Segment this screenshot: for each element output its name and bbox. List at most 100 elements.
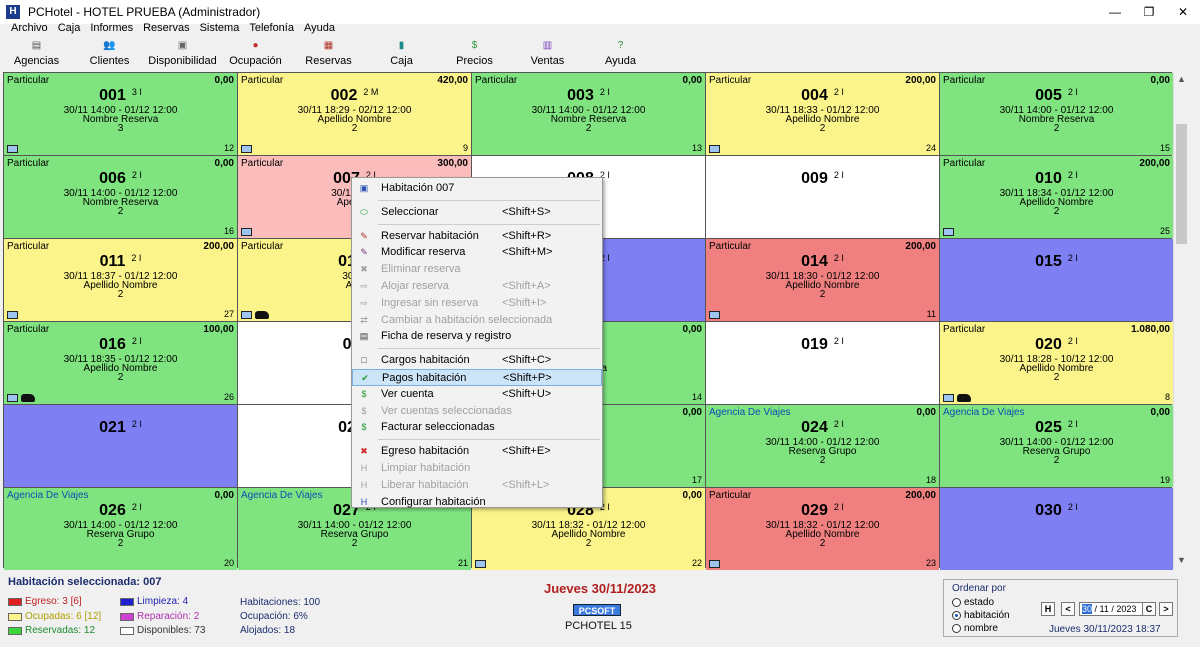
room-guest-type: Particular <box>475 75 518 86</box>
context-menu-item[interactable]: □ Cargos habitación <Shift+C> <box>352 352 602 369</box>
room-dates: 30/11 14:00 - 01/12 12:00 <box>63 105 178 116</box>
bed-icon <box>241 228 252 236</box>
room-guest-name: Apellido Nombre <box>785 529 860 540</box>
sort-radio-2[interactable]: nombre <box>952 623 998 634</box>
room-tile[interactable]: Agencia De Viajes 0,00 024 2 I 30/11 14:00 -… <box>706 405 939 487</box>
room-context-menu: ▣ Habitación 007 ⬭ Seleccionar <Shift+S> ✎ Res… <box>351 177 603 508</box>
toolbar-button-0[interactable]: ▤ Agencias <box>0 38 73 70</box>
toolbar-button-2[interactable]: ▣ Disponibilidad <box>146 38 219 70</box>
context-menu-item[interactable]: ▣ Habitación 007 <box>352 180 602 197</box>
room-tile[interactable]: 019 2 I <box>706 322 939 404</box>
room-tile[interactable]: 009 2 I <box>706 156 939 238</box>
room-amount: 0,00 <box>214 75 234 86</box>
legend-item: Ocupadas: 6 [12] <box>8 611 101 622</box>
prev-date-button[interactable]: < <box>1061 602 1075 616</box>
room-tile[interactable]: Particular 0,00 005 2 I 30/11 14:00 - 01/12 … <box>940 73 1173 155</box>
legend-item: Egreso: 3 [6] <box>8 596 82 607</box>
room-tile[interactable]: Particular 200,00 010 2 I 30/11 18:34 - 01/1… <box>940 156 1173 238</box>
room-status-icons <box>7 311 18 319</box>
configure-room-icon: H <box>360 496 368 507</box>
room-tile[interactable]: Particular 200,00 004 2 I 30/11 18:33 - 01/1… <box>706 73 939 155</box>
menu-0[interactable]: Archivo <box>11 22 48 34</box>
toolbar-button-1[interactable]: 👥 Clientes <box>73 38 146 70</box>
room-tile[interactable]: Particular 0,00 003 2 I 30/11 14:00 - 01/12 … <box>472 73 705 155</box>
room-tile[interactable]: Particular 1.080,00 020 2 I 30/11 18:28 - 10… <box>940 322 1173 404</box>
room-tile[interactable]: Particular 100,00 016 2 I 30/11 18:35 - 01/1… <box>4 322 237 404</box>
scrollbar-thumb[interactable] <box>1176 124 1187 244</box>
current-date-banner: Jueves 30/11/2023 <box>543 581 657 596</box>
toolbar-button-3[interactable]: ● Ocupación <box>219 38 292 70</box>
sort-radio-0[interactable]: estado <box>952 597 994 608</box>
menu-6[interactable]: Ayuda <box>303 22 335 34</box>
room-guest-count: 2 <box>351 123 358 134</box>
room-guest-name: Apellido Nombre <box>785 114 860 125</box>
room-dates: 30/11 14:00 - 01/12 12:00 <box>765 437 880 448</box>
room-tile[interactable]: Particular 200,00 014 2 I 30/11 18:30 - 01/1… <box>706 239 939 321</box>
context-menu-shortcut: <Shift+U> <box>502 387 552 400</box>
status-panel: Habitación seleccionada: 007 Egreso: 3 [… <box>0 570 1200 647</box>
room-number-text: 011 <box>99 253 126 270</box>
menu-5[interactable]: Telefonía <box>249 22 294 34</box>
room-tile[interactable]: 015 2 I <box>940 239 1173 321</box>
room-guest-name: Nombre Reserva <box>550 114 627 125</box>
toolbar-button-6[interactable]: $ Precios <box>438 38 511 70</box>
context-menu-item: H Liberar habitación <Shift+L> <box>352 477 602 494</box>
bed-icon <box>7 145 18 153</box>
date-day-selection[interactable]: 30 <box>1082 604 1093 614</box>
context-menu-item[interactable]: H Configurar habitación <box>352 494 602 511</box>
minimize-button[interactable]: — <box>1109 5 1121 19</box>
scroll-up-arrow-icon[interactable]: ▲ <box>1177 74 1186 84</box>
today-button[interactable]: H <box>1041 602 1055 616</box>
room-beds: 2 I <box>599 87 610 97</box>
menu-3[interactable]: Reservas <box>143 22 190 34</box>
room-tile[interactable]: Particular 0,00 006 2 I 30/11 14:00 - 01/12 … <box>4 156 237 238</box>
room-guest-name: Apellido Nombre <box>1019 197 1094 208</box>
room-guest-type: Particular <box>7 324 50 335</box>
lodge-icon: ⇨ <box>360 280 368 291</box>
sort-radio-1[interactable]: habitación <box>952 610 1010 621</box>
calendar-button[interactable]: C <box>1142 602 1156 616</box>
toolbar-button-4[interactable]: ▦ Reservas <box>292 38 365 70</box>
context-menu-item[interactable]: ✎ Modificar reserva <Shift+M> <box>352 244 602 261</box>
context-menu-item[interactable]: $ Facturar seleccionadas <box>352 419 602 436</box>
room-number-text: 015 <box>1035 253 1062 270</box>
scroll-down-arrow-icon[interactable]: ▼ <box>1177 555 1186 565</box>
room-beds: 2 I <box>131 502 142 512</box>
menu-2[interactable]: Informes <box>90 22 134 34</box>
room-number: 003 2 I <box>472 87 705 105</box>
room-tile[interactable]: Agencia De Viajes 0,00 025 2 I 30/11 14:00 -… <box>940 405 1173 487</box>
current-datetime: Jueves 30/11/2023 18:37 <box>1049 624 1161 635</box>
room-beds: 2 I <box>833 253 844 263</box>
context-menu-item[interactable]: $ Ver cuenta <Shift+U> <box>352 386 602 403</box>
date-field[interactable]: 30 / 11 / 2023 <box>1079 602 1147 616</box>
room-tile[interactable]: Particular 200,00 029 2 I 30/11 18:32 - 01/1… <box>706 488 939 570</box>
context-menu-item[interactable]: ⬭ Seleccionar <Shift+S> <box>352 204 602 221</box>
room-tile[interactable]: 030 2 I <box>940 488 1173 570</box>
next-date-button[interactable]: > <box>1159 602 1173 616</box>
toolbar-button-7[interactable]: ▥ Ventas <box>511 38 584 70</box>
context-menu-item[interactable]: ▤ Ficha de reserva y registro <box>352 328 602 345</box>
room-tile[interactable]: Particular 420,00 002 2 M 30/11 18:29 - 02/1… <box>238 73 471 155</box>
close-button[interactable]: ✕ <box>1177 5 1189 19</box>
radio-button-icon[interactable] <box>952 611 961 620</box>
room-dates: 30/11 14:00 - 01/12 12:00 <box>63 188 178 199</box>
context-menu-item[interactable]: ✖ Egreso habitación <Shift+E> <box>352 443 602 460</box>
room-grid-scrollbar[interactable]: ▲ ▼ <box>1173 72 1188 568</box>
room-tile[interactable]: 021 2 I <box>4 405 237 487</box>
radio-button-icon[interactable] <box>952 624 961 633</box>
payments-checkmark-icon: ✔ <box>361 372 369 383</box>
context-menu-item[interactable]: ✎ Reservar habitación <Shift+R> <box>352 228 602 245</box>
menu-1[interactable]: Caja <box>57 22 81 34</box>
room-number: 001 3 I <box>4 87 237 105</box>
restore-button[interactable]: ❐ <box>1143 5 1155 19</box>
room-guest-type: Agencia De Viajes <box>7 490 89 501</box>
toolbar-button-5[interactable]: ▮ Caja <box>365 38 438 70</box>
room-tile[interactable]: Agencia De Viajes 0,00 026 2 I 30/11 14:00 -… <box>4 488 237 570</box>
room-tile[interactable]: Particular 200,00 011 2 I 30/11 18:37 - 01/1… <box>4 239 237 321</box>
radio-button-icon[interactable] <box>952 598 961 607</box>
legend-label: Ocupadas: 6 [12] <box>25 611 102 622</box>
menu-4[interactable]: Sistema <box>199 22 240 34</box>
toolbar-button-8[interactable]: ? Ayuda <box>584 38 657 70</box>
context-menu-item[interactable]: ✔ Pagos habitación <Shift+P> <box>352 368 602 386</box>
room-tile[interactable]: Particular 0,00 001 3 I 30/11 14:00 - 01/12 … <box>4 73 237 155</box>
